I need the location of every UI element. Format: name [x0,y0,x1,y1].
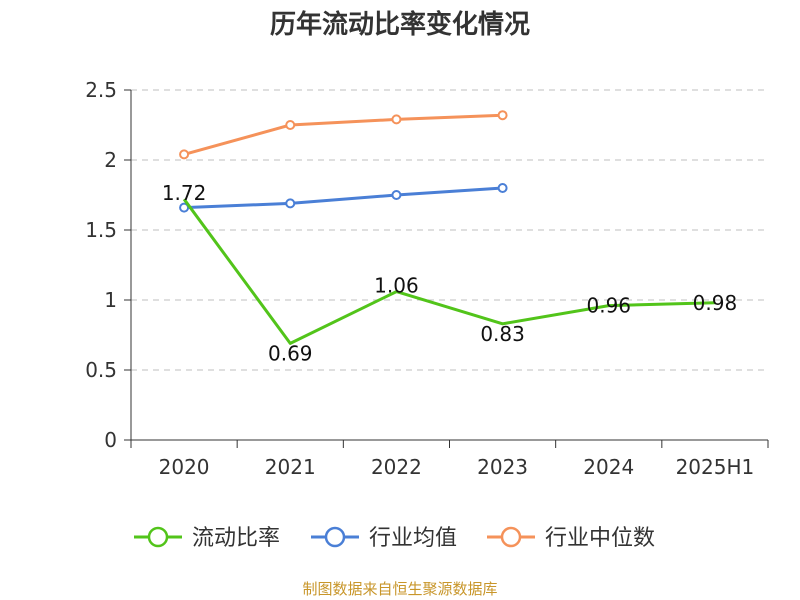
data-point-marker [391,190,402,200]
legend-label: 行业中位数 [545,526,655,551]
series-lines [179,110,715,345]
x-tick-label: 2021 [265,455,316,479]
data-label: 0.96 [586,294,631,318]
gridlines [131,89,768,371]
legend-label: 行业均值 [369,526,457,551]
data-label: 0.69 [268,341,313,365]
data-label: 0.98 [693,291,738,315]
x-tick-label: 2025H1 [676,455,755,479]
data-point-marker [391,114,402,125]
x-tick-label: 2023 [477,455,528,479]
data-label: 0.83 [480,322,525,346]
series-line-0 [182,198,715,345]
data-point-marker [179,149,190,160]
y-tick-label: 0.5 [85,358,117,382]
data-label: 1.06 [374,274,419,298]
data-point-marker [285,120,296,130]
legend-label: 流动比率 [192,526,280,551]
y-tick-label: 1.5 [85,218,117,242]
legend-marker [324,526,346,548]
data-point-marker [179,202,190,213]
y-tick-label: 2.5 [85,78,117,102]
source-note: 制图数据来自恒生聚源数据库 [302,580,498,598]
legend-item[interactable]: 流动比率 [134,526,280,551]
data-point-marker [285,198,296,209]
x-tick-label: 2024 [583,455,634,479]
legend-item[interactable]: 行业均值 [311,526,457,551]
data-labels: 1.72 0.69 1.06 0.83 0.96 0.98 [162,181,737,365]
legend-item[interactable]: 行业中位数 [487,526,655,551]
y-tick-label: 1 [104,288,117,312]
legend: 流动比率 行业均值 行业中位数 [134,526,655,551]
x-tick-label: 2020 [159,455,210,479]
legend-marker [147,526,169,548]
data-point-marker [497,110,508,121]
x-tick-label: 2022 [371,455,422,479]
data-point-marker [497,183,508,193]
y-tick-label: 2 [104,148,117,172]
legend-marker [500,526,522,548]
axes: 0 0.5 1 1.5 2 2.5 2020 2021 2022 2023 2024 2025H1 [85,78,769,479]
data-label: 1.72 [162,181,207,205]
chart-title: 历年流动比率变化情况 [269,10,530,40]
series-line-2 [183,113,503,156]
series-line-1 [184,186,503,210]
y-tick-label: 0 [104,428,117,452]
